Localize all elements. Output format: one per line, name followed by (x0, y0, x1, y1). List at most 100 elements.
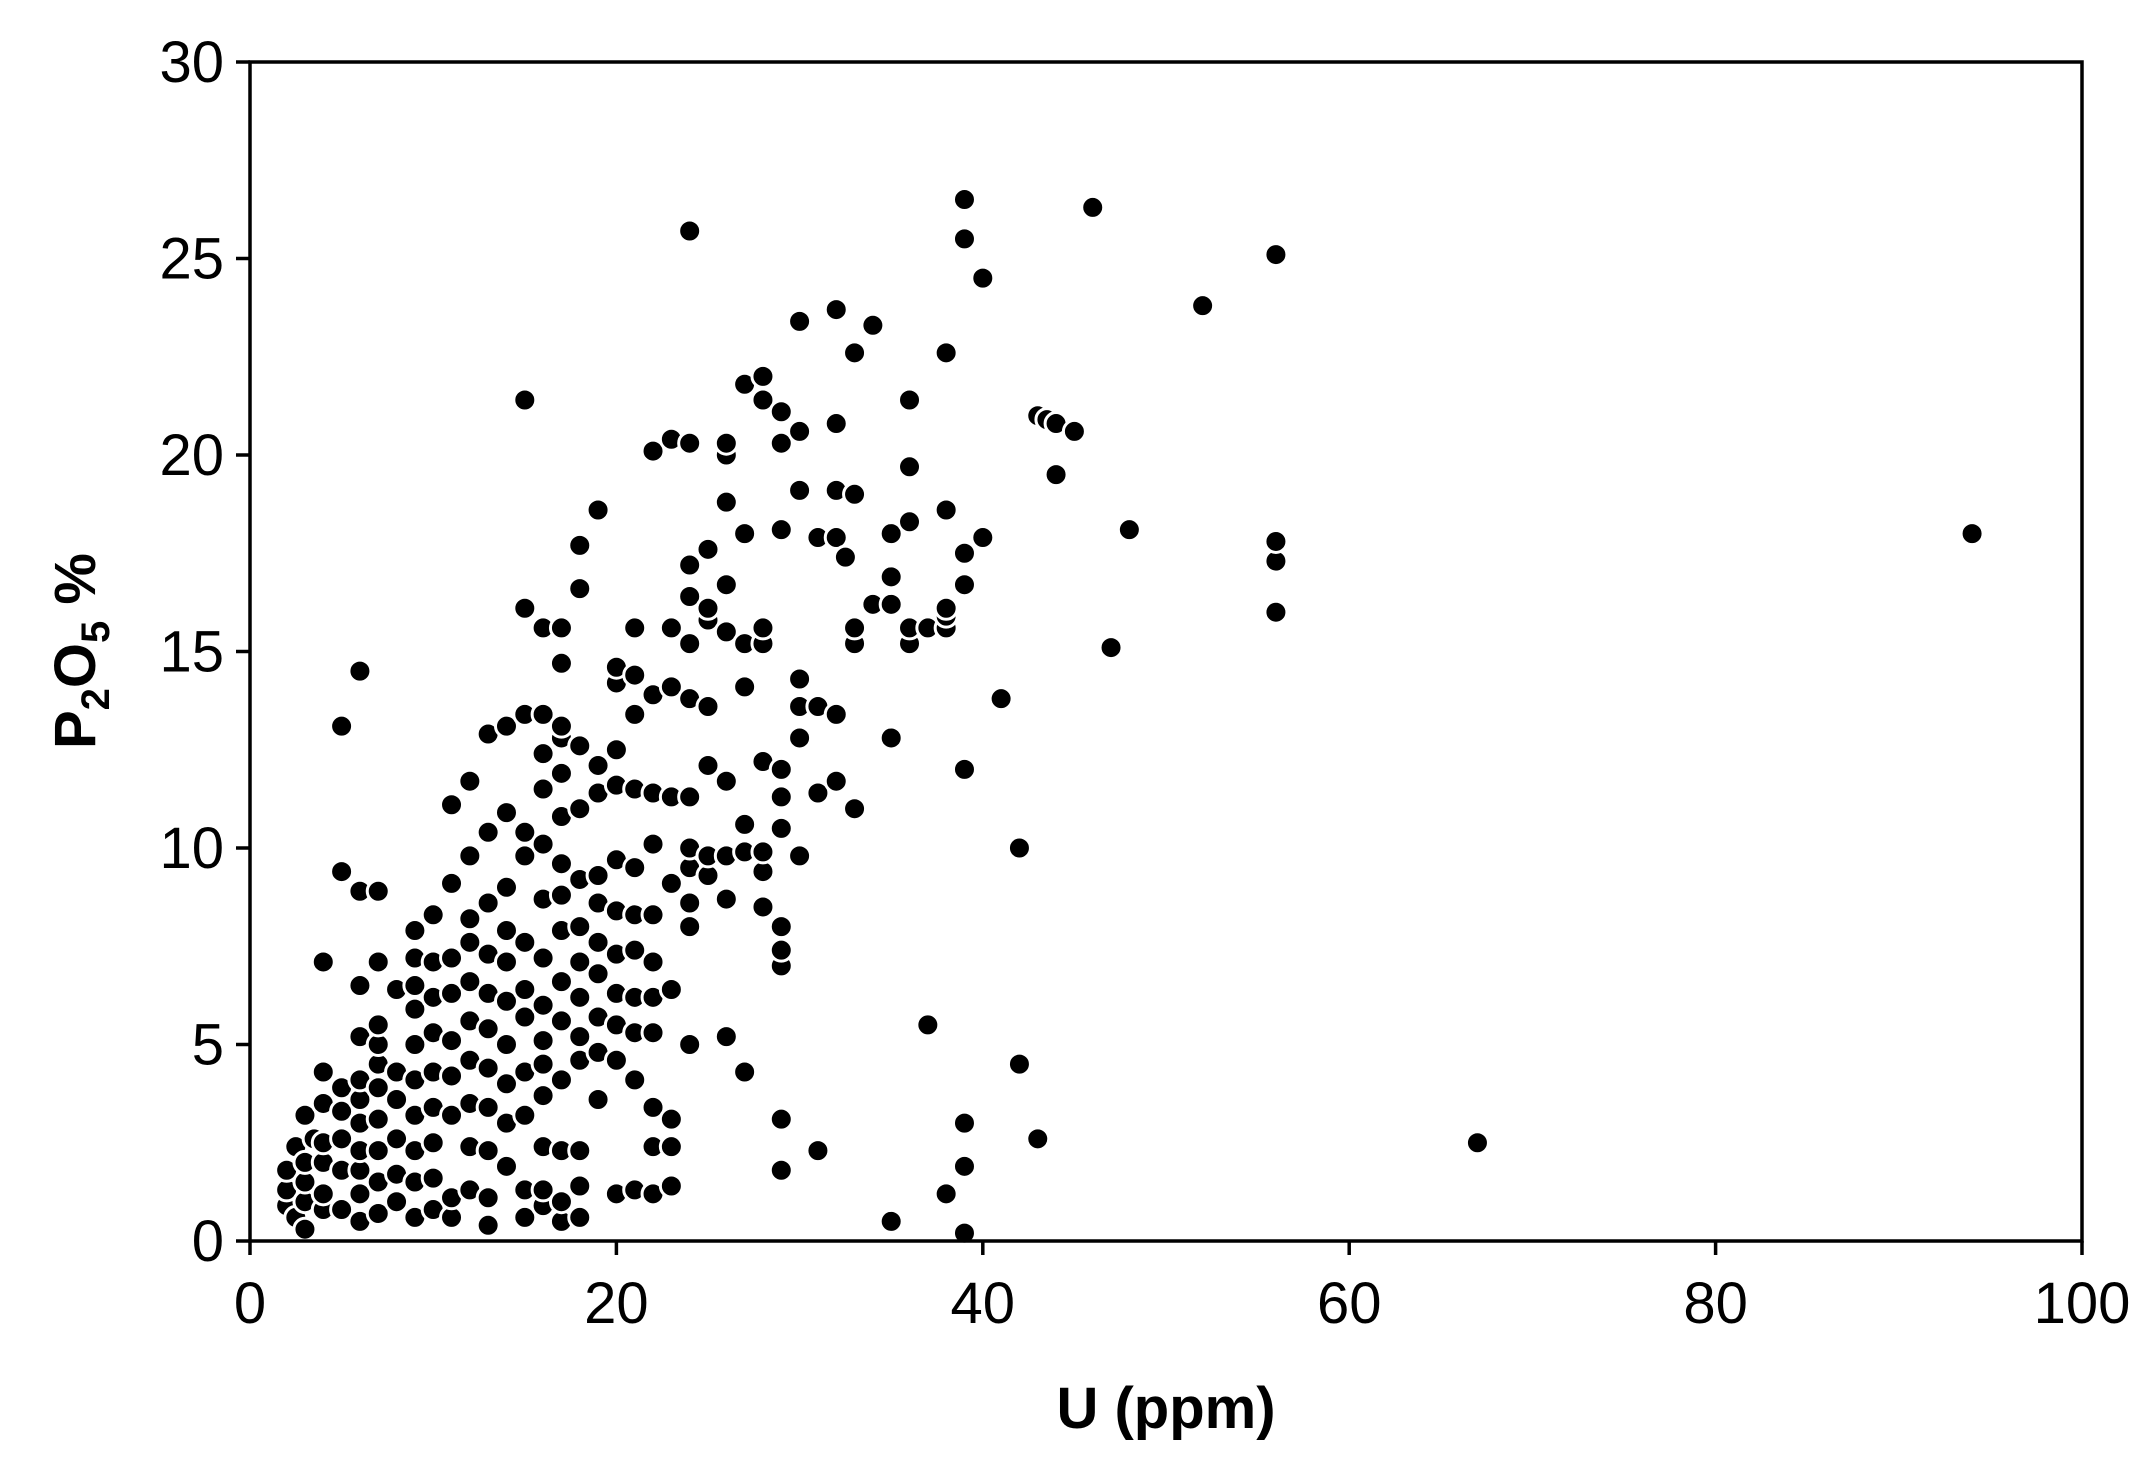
data-point (567, 532, 593, 558)
data-point (347, 1181, 373, 1207)
data-point (585, 863, 611, 889)
data-point (713, 1024, 739, 1050)
data-points (274, 187, 1985, 1246)
data-point (1061, 418, 1087, 444)
data-point (493, 949, 519, 975)
data-point (951, 226, 977, 252)
data-point (951, 1153, 977, 1179)
data-point (988, 686, 1014, 712)
data-point (567, 796, 593, 822)
data-point (622, 615, 648, 641)
data-point (530, 1028, 556, 1054)
data-point (787, 477, 813, 503)
data-point (878, 521, 904, 547)
data-point (310, 949, 336, 975)
data-point (658, 976, 684, 1002)
y-axis-title-sub1: 2 (74, 688, 118, 710)
data-point (768, 815, 794, 841)
data-point (695, 752, 721, 778)
data-point (329, 1197, 355, 1223)
data-point (640, 949, 666, 975)
data-point (622, 855, 648, 881)
data-point (530, 945, 556, 971)
data-point (530, 1051, 556, 1077)
data-point (384, 1189, 410, 1215)
y-axis-title-main: P (43, 710, 108, 749)
data-point (823, 411, 849, 437)
data-point (457, 843, 483, 869)
data-point (530, 1177, 556, 1203)
data-point (512, 843, 538, 869)
data-point (787, 843, 813, 869)
data-point (933, 497, 959, 523)
data-point (548, 713, 574, 739)
data-point (768, 756, 794, 782)
data-point (1098, 635, 1124, 661)
data-point (585, 497, 611, 523)
data-point (933, 595, 959, 621)
data-point (310, 1059, 336, 1085)
data-point (768, 430, 794, 456)
data-point (475, 819, 501, 845)
data-point (567, 1204, 593, 1230)
data-point (329, 859, 355, 885)
y-tick-label: 5 (192, 1013, 224, 1078)
data-point (603, 1047, 629, 1073)
data-point (567, 949, 593, 975)
data-point (768, 1157, 794, 1183)
data-point (493, 713, 519, 739)
data-point (750, 363, 776, 389)
data-point (439, 870, 465, 896)
data-point (677, 890, 703, 916)
y-tick-label: 25 (159, 227, 224, 292)
data-point (768, 517, 794, 543)
data-point (365, 1200, 391, 1226)
data-point (768, 937, 794, 963)
y-tick-label: 20 (159, 423, 224, 488)
data-point (695, 536, 721, 562)
data-point (457, 768, 483, 794)
data-point (347, 973, 373, 999)
data-point (493, 1153, 519, 1179)
data-point (548, 969, 574, 995)
data-point (677, 583, 703, 609)
data-point (567, 984, 593, 1010)
data-point (347, 658, 373, 684)
data-point (402, 973, 428, 999)
data-point (787, 725, 813, 751)
data-point (695, 595, 721, 621)
axis-ticks: 0 20 40 60 80 100 0 5 10 15 20 25 30 (159, 30, 2130, 1336)
data-point (622, 701, 648, 727)
data-point (475, 1212, 501, 1238)
data-point (732, 811, 758, 837)
data-point (493, 1071, 519, 1097)
data-point (842, 340, 868, 366)
data-point (677, 552, 703, 578)
data-point (658, 615, 684, 641)
data-point (713, 489, 739, 515)
data-point (585, 929, 611, 955)
x-tick-label: 40 (951, 1271, 1016, 1336)
data-point (1263, 599, 1289, 625)
data-point (493, 1032, 519, 1057)
data-point (1959, 521, 1985, 547)
data-point (768, 914, 794, 940)
y-tick-label: 15 (159, 620, 224, 685)
data-point (622, 662, 648, 688)
x-tick-label: 100 (2034, 1271, 2131, 1336)
data-point (530, 992, 556, 1018)
data-point (640, 902, 666, 928)
data-point (420, 1130, 446, 1156)
data-point (475, 1094, 501, 1120)
data-point (530, 776, 556, 802)
data-point (329, 1126, 355, 1152)
data-point (365, 949, 391, 975)
data-point (457, 929, 483, 955)
data-point (512, 819, 538, 845)
data-point (530, 831, 556, 857)
data-point (658, 1134, 684, 1160)
data-point (878, 564, 904, 590)
data-point (530, 741, 556, 767)
data-point (292, 1102, 318, 1128)
data-point (567, 914, 593, 940)
